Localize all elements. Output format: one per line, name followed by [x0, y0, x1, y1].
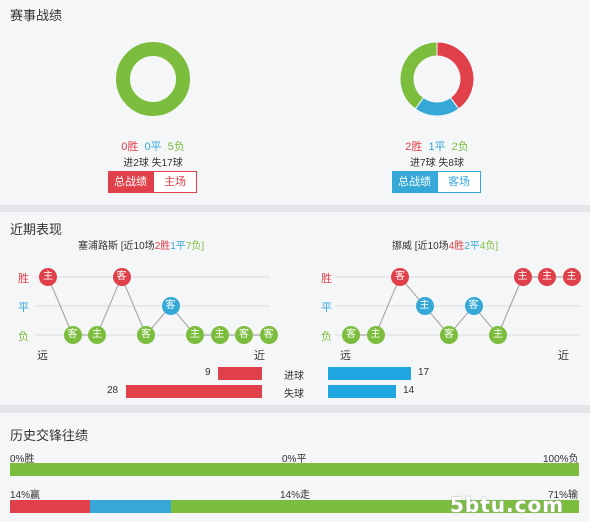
- away-form-result-badge: 客: [464, 297, 483, 315]
- h2h-row2-win-segment: [10, 500, 91, 513]
- away-form-result-badge: 主: [366, 326, 385, 344]
- away-form-result-badge: 主: [538, 268, 556, 286]
- away-donut-loss-segment: [399, 41, 438, 110]
- away-recent-prefix: [近10场: [414, 241, 449, 252]
- home-axis-far: 远: [37, 350, 48, 362]
- h2h-row1-right: 100%负: [543, 454, 579, 465]
- home-axis-near: 近: [254, 350, 265, 362]
- away-axis-near: 近: [558, 350, 569, 362]
- away-record-tabs: 总战绩 客场: [392, 171, 481, 193]
- home-record-tabs: 总战绩 主场: [108, 171, 197, 193]
- home-axis-win: 胜: [18, 273, 29, 285]
- home-record-summary: 0胜 0平 5负: [83, 138, 223, 154]
- home-recent-draw: 1平: [170, 241, 186, 252]
- h2h-row2-mid: 14%走: [280, 490, 311, 501]
- home-donut-loss-segment: [116, 42, 190, 116]
- away-goals-bar: [328, 367, 411, 380]
- section-title-record: 赛事战绩: [10, 8, 63, 23]
- away-loss-count: 2负: [451, 141, 469, 153]
- away-team-name: 挪威: [392, 241, 412, 252]
- away-form-result-badge: 主: [489, 326, 507, 344]
- away-form-result-badge: 主: [513, 268, 532, 286]
- away-record-summary: 2胜 1平 2负: [367, 138, 507, 154]
- home-form-result-badge: 主: [210, 326, 229, 344]
- h2h-row1-bar: [10, 463, 579, 476]
- away-axis-draw: 平: [321, 302, 332, 314]
- away-recent-win: 4胜: [448, 241, 465, 252]
- away-conceded-bar: [328, 385, 396, 398]
- home-form-result-badge: 客: [235, 326, 253, 344]
- conceded-label: 失球: [284, 389, 304, 400]
- home-form-result-badge: 客: [161, 297, 180, 315]
- home-axis-draw: 平: [18, 302, 29, 314]
- away-conceded-value: 14: [403, 385, 415, 396]
- away-form-result-badge: 主: [562, 268, 581, 286]
- home-recent-win: 2胜: [154, 241, 171, 252]
- h2h-row1-loss-segment: [10, 463, 579, 476]
- away-form-result-badge: 客: [342, 326, 360, 344]
- home-form-result-badge: 主: [186, 326, 204, 344]
- h2h-row1-left: 0%胜: [10, 454, 35, 465]
- away-tab-away[interactable]: 客场: [437, 171, 481, 193]
- away-axis-loss: 负: [321, 331, 332, 343]
- away-goals-value: 17: [418, 367, 430, 378]
- recent-panel: 近期表现 塞浦路斯 [近10场2胜1平7负] 挪威 [近10场4胜2平4负] 胜…: [0, 212, 590, 405]
- home-form-result-badge: 主: [39, 268, 57, 286]
- away-recent-draw: 2平: [464, 241, 480, 252]
- home-team-name: 塞浦路斯: [78, 241, 118, 252]
- away-axis-win: 胜: [321, 273, 332, 285]
- home-tab-home[interactable]: 主场: [153, 171, 197, 193]
- h2h-row2-draw-segment: [90, 500, 171, 513]
- away-form-result-badge: 主: [415, 297, 434, 315]
- home-form-result-badge: 客: [112, 268, 131, 286]
- away-donut-win-segment: [436, 41, 475, 110]
- section-title-recent: 近期表现: [10, 222, 63, 237]
- away-form-result-badge: 客: [391, 268, 409, 286]
- home-form-result-badge: 客: [137, 326, 155, 344]
- home-recent-prefix: [近10场: [120, 241, 155, 252]
- home-form-result-badge: 客: [63, 326, 82, 344]
- goals-label: 进球: [284, 371, 304, 382]
- home-recent-loss: 7负]: [185, 241, 205, 252]
- home-goals-summary: 进2球 失17球: [123, 158, 183, 169]
- away-draw-count: 1平: [428, 141, 446, 153]
- watermark-logo: 5btu.com: [450, 493, 565, 517]
- home-form-result-badge: 客: [259, 326, 278, 344]
- h2h-row2-left: 14%赢: [10, 490, 41, 501]
- h2h-panel: 历史交锋往绩 0%胜 0%平 100%负 14%赢 14%走 71%输 5btu…: [0, 413, 590, 522]
- h2h-row2-loss-segment: [170, 500, 580, 513]
- away-goals-summary: 进7球 失8球: [410, 158, 464, 169]
- home-form-result-badge: 主: [88, 326, 106, 344]
- record-panel: 赛事战绩 0胜 0平 5负 进2球 失17球 2胜 1平 2负 进7球 失8球 …: [0, 0, 590, 205]
- home-donut-chart: [116, 42, 190, 116]
- home-conceded-value: 28: [107, 385, 119, 396]
- home-conceded-bar: [126, 385, 262, 398]
- away-recent-loss: 4负]: [479, 241, 499, 252]
- away-donut-chart: [399, 41, 475, 117]
- home-goals-bar: [218, 367, 262, 380]
- away-win-count: 2胜: [405, 141, 423, 153]
- away-axis-far: 远: [340, 350, 351, 362]
- section-title-h2h: 历史交锋往绩: [10, 428, 89, 443]
- h2h-row1-mid: 0%平: [282, 454, 307, 465]
- home-draw-count: 0平: [144, 141, 162, 153]
- away-recent-header: 挪威 [近10场4胜2平4负]: [392, 237, 498, 252]
- home-goals-value: 9: [205, 367, 211, 378]
- home-axis-loss: 负: [18, 331, 29, 343]
- h2h-row2-bar: [10, 500, 580, 513]
- home-loss-count: 5负: [167, 141, 185, 153]
- home-win-count: 0胜: [121, 141, 139, 153]
- h2h-row2-right: 71%输: [548, 490, 579, 501]
- away-form-result-badge: 客: [440, 326, 458, 344]
- away-tab-total[interactable]: 总战绩: [392, 171, 437, 193]
- home-recent-header: 塞浦路斯 [近10场2胜1平7负]: [78, 237, 204, 252]
- home-tab-total[interactable]: 总战绩: [108, 171, 153, 193]
